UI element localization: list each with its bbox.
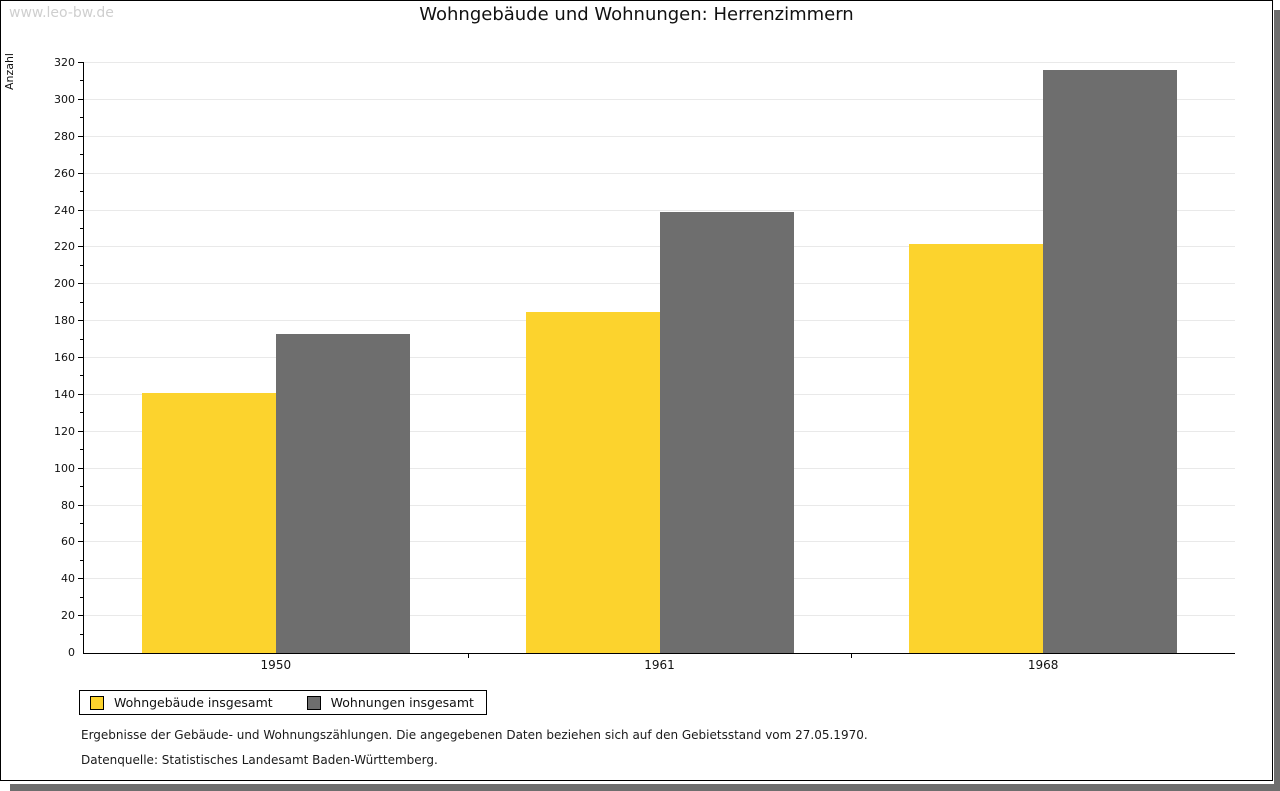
drop-shadow-bottom	[10, 784, 1280, 791]
y-tick-major	[78, 172, 84, 174]
y-tick-major	[78, 541, 84, 543]
y-tick-label: 180	[54, 314, 75, 328]
bar-1961-wohnungen	[659, 212, 794, 653]
y-tick-minor	[80, 486, 84, 488]
y-tick-major	[78, 430, 84, 432]
y-tick-label: 200	[54, 277, 75, 291]
legend-swatch-wohnungen	[306, 695, 321, 710]
y-tick-label: 60	[61, 535, 75, 549]
y-tick-minor	[80, 449, 84, 451]
y-tick-minor	[80, 264, 84, 266]
y-tick-label: 120	[54, 424, 75, 438]
y-tick-minor	[80, 154, 84, 156]
y-tick-major	[78, 615, 84, 617]
watermark: www.leo-bw.de	[9, 5, 114, 21]
y-tick-minor	[80, 338, 84, 340]
bar-1950-wohnungen	[275, 334, 410, 653]
x-category-label: 1950	[260, 658, 292, 672]
x-category-label: 1961	[644, 658, 675, 672]
y-gridline	[84, 172, 1235, 174]
y-tick-major	[78, 135, 84, 137]
legend-item-wohnungen: Wohnungen insgesamt	[306, 695, 474, 710]
y-tick-label: 0	[68, 646, 75, 659]
plot-area: 20 40 60 80 100 120 140 160 180 200 220 240 260 280 30…	[54, 57, 1235, 672]
y-gridline	[84, 98, 1235, 100]
bar-1961-wohngebaeude	[525, 311, 660, 653]
bar-1950-wohngebaeude	[141, 393, 276, 653]
y-tick-label: 40	[61, 572, 75, 586]
y-tick-label: 160	[54, 351, 75, 364]
y-tick-label: 260	[54, 166, 75, 180]
chart-title: Wohngebäude und Wohnungen: Herrenzimmern	[419, 4, 854, 25]
y-tick-major	[78, 578, 84, 580]
y-tick-minor	[80, 191, 84, 193]
footnote-line-1: Ergebnisse der Gebäude- und Wohnungszähl…	[81, 728, 868, 742]
y-gridline	[84, 62, 1235, 63]
y-tick-minor	[80, 559, 84, 561]
y-tick-minor	[80, 117, 84, 119]
y-tick-major	[78, 504, 84, 506]
y-tick-major	[78, 283, 84, 285]
y-tick-minor	[80, 375, 84, 377]
footnote-line-2: Datenquelle: Statistisches Landesamt Bad…	[81, 753, 438, 767]
y-tick-minor	[80, 522, 84, 524]
y-gridline	[84, 135, 1235, 137]
y-tick-minor	[80, 412, 84, 414]
y-tick-major	[78, 393, 84, 395]
y-tick-major	[78, 467, 84, 469]
y-tick-minor	[80, 301, 84, 303]
y-tick-label: 80	[61, 498, 75, 512]
legend-label-wohnungen: Wohnungen insgesamt	[330, 695, 474, 710]
y-tick-label: 320	[54, 56, 75, 69]
y-tick-label: 140	[54, 387, 75, 401]
x-category-label: 1968	[1027, 658, 1059, 672]
bar-1968-wohnungen	[1043, 70, 1178, 653]
y-tick-label: 220	[54, 240, 75, 254]
x-tick	[851, 653, 853, 658]
y-tick-label: 300	[54, 92, 75, 106]
y-tick-minor	[80, 80, 84, 82]
drop-shadow-right	[1274, 10, 1280, 791]
y-tick-major	[78, 62, 84, 63]
y-gridline	[84, 209, 1235, 211]
y-tick-minor	[80, 633, 84, 635]
y-tick-major	[78, 357, 84, 358]
legend: Wohngebäude insgesamt Wohnungen insgesam…	[79, 690, 487, 715]
y-tick-label: 100	[54, 461, 75, 475]
y-tick-major	[78, 320, 84, 322]
y-tick-major	[78, 246, 84, 248]
y-axis-title: Anzahl	[3, 53, 16, 91]
legend-item-wohngebaeude: Wohngebäude insgesamt	[90, 695, 273, 710]
x-tick	[467, 653, 469, 658]
legend-label-wohngebaeude: Wohngebäude insgesamt	[114, 695, 273, 710]
y-tick-minor	[80, 227, 84, 229]
y-tick-major	[78, 98, 84, 100]
bar-1968-wohngebaeude	[909, 243, 1044, 653]
legend-swatch-wohngebaeude	[90, 695, 104, 710]
y-tick-label: 240	[54, 203, 75, 217]
y-tick-major	[78, 209, 84, 211]
y-tick-label: 20	[61, 609, 75, 623]
y-tick-minor	[80, 596, 84, 598]
y-tick-label: 280	[54, 129, 75, 143]
